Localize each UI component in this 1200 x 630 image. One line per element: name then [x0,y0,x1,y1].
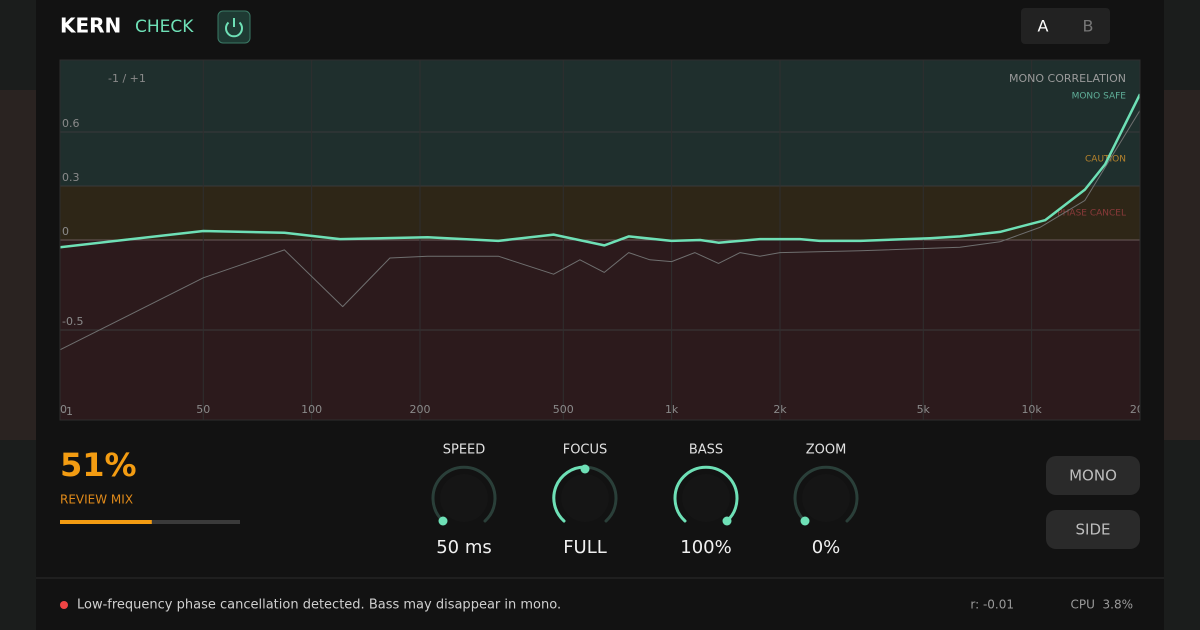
x-tick-label: 50 [196,403,210,416]
x-tick-label: 100 [301,403,322,416]
mono-button-bg[interactable] [1046,456,1140,495]
side-button[interactable]: SIDE [1076,521,1111,539]
status-message: Low-frequency phase cancellation detecte… [77,598,561,613]
ghost-panel [1164,90,1200,440]
chart-title: MONO CORRELATION [1009,72,1126,85]
x-tick-label: 200 [410,403,431,416]
x-tick-label: 1k [665,403,679,416]
y-tick-label: 0 [62,225,69,238]
plot-frame [59,59,1141,421]
knob-value[interactable]: FULL [563,537,607,558]
power-button[interactable] [217,10,251,44]
zone-label: MONO SAFE [1072,92,1127,102]
x-tick-label: 10k [1021,403,1042,416]
y-tick-label: 0.3 [62,171,80,184]
knob-label: BASS [689,443,723,458]
zone [60,60,1140,186]
knob-value[interactable]: 100% [680,537,731,558]
x-tick-label: 2k [773,403,787,416]
review-mix-value: 51% [60,446,137,484]
x-tick-label: 20k [1130,403,1151,416]
series-line [60,110,1140,351]
x-tick-label: 5k [917,403,931,416]
status-dot [60,601,68,609]
review-mix-bar[interactable] [60,520,152,524]
x-tick-label: 500 [553,403,574,416]
ab-a[interactable]: A [1038,17,1049,36]
ab-b[interactable]: B [1083,17,1094,36]
zone-label: CAUTION [1085,155,1126,165]
knob-value[interactable]: 0% [812,537,841,558]
x-tick-label: 20 [53,403,67,416]
knob-label: SPEED [443,443,486,458]
mono-button[interactable]: MONO [1069,467,1117,485]
cpu-readout: CPU 3.8% [1070,598,1133,612]
review-mix-label: REVIEW MIX [60,493,133,507]
chart-subtitle: -1 / +1 [108,72,146,85]
knob-graphics [431,464,859,526]
ab-toggle [1021,8,1110,44]
series-line [60,93,1140,249]
zone-label: PHASE CANCEL [1057,209,1126,219]
side-button-bg[interactable] [1046,510,1140,549]
ghost-panel [0,90,36,440]
knob-value[interactable]: 50 ms [436,537,492,558]
knob-label: ZOOM [806,443,847,458]
product: CHECK [135,17,194,37]
brand: KERN [60,14,121,38]
knob-label: FOCUS [563,443,608,458]
y-tick-label: -0.5 [62,315,83,328]
correlation-readout: r: -0.01 [970,598,1014,612]
y-tick-label: 0.6 [62,117,80,130]
y-tick-label: -1 [62,405,73,418]
